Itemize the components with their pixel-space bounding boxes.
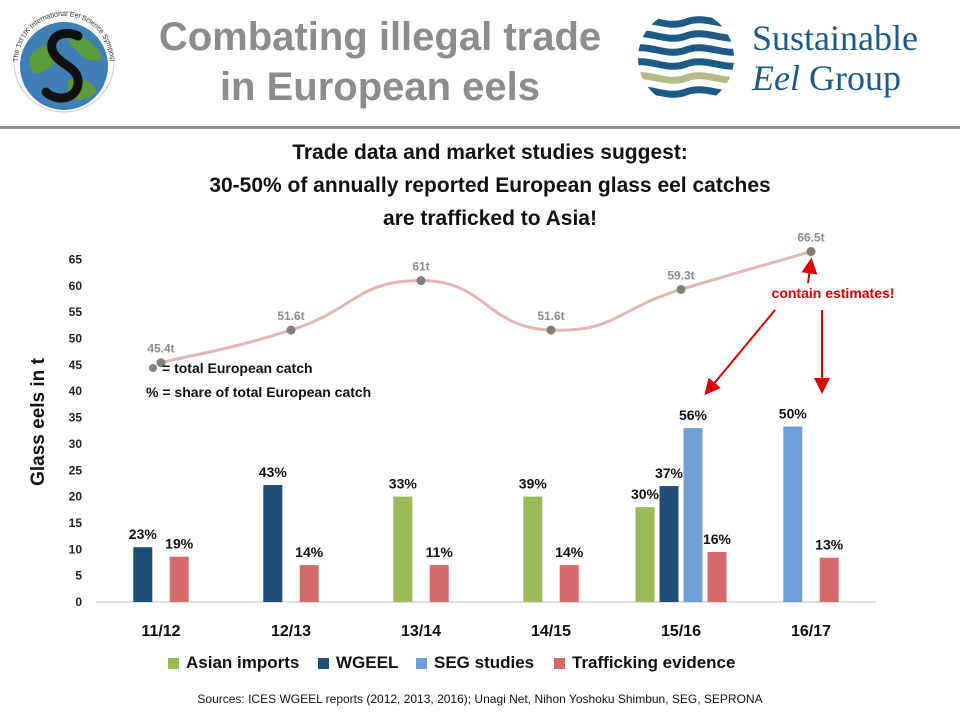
legend-swatch: [416, 658, 427, 669]
bar-data-label: 37%: [655, 465, 684, 481]
legend-dot-note: = total European catch: [162, 360, 313, 376]
y-tick-label: 60: [69, 279, 83, 293]
total-catch-point: [676, 284, 686, 294]
legend-label: Trafficking evidence: [572, 653, 735, 672]
bar-trafficking-evidence: [559, 565, 579, 602]
legend-swatch: [554, 658, 565, 669]
bar-trafficking-evidence: [707, 551, 727, 602]
legend-label: WGEEL: [336, 653, 398, 672]
bar-seg-studies: [783, 426, 803, 602]
seg-name-line-2: Eel Group: [752, 58, 918, 98]
headline-line-2: 30-50% of annually reported European gla…: [209, 174, 771, 197]
y-axis-label: Glass eels in t: [28, 357, 49, 485]
x-tick-label: 14/15: [531, 623, 571, 640]
chart-headline: Trade data and market studies suggest: 3…: [130, 136, 850, 235]
bar-data-label: 39%: [519, 476, 548, 492]
annotation-arrow-to-1516: [704, 309, 776, 396]
y-tick-label: 15: [69, 516, 83, 530]
bar-trafficking-evidence: [299, 565, 319, 602]
headline-line-3: are trafficked to Asia!: [383, 207, 597, 230]
y-tick-label: 45: [69, 358, 83, 372]
bar-trafficking-evidence: [429, 565, 449, 602]
seg-brand-name: Sustainable Eel Group: [752, 18, 918, 98]
sources-note: Sources: ICES WGEEL reports (2012, 2013,…: [197, 692, 763, 706]
total-catch-label: 51.6t: [277, 309, 304, 323]
bar-wgeel: [659, 486, 679, 602]
headline-line-1: Trade data and market studies suggest:: [292, 141, 688, 164]
total-catch-point: [286, 325, 296, 335]
bar-data-label: 11%: [426, 544, 454, 560]
total-catch-point: [156, 358, 166, 368]
bar-data-label: 13%: [815, 537, 844, 553]
legend-label: Asian imports: [186, 653, 299, 672]
total-catch-label: 45.4t: [147, 342, 174, 356]
slide-title: Combating illegal trade in European eels: [120, 12, 640, 112]
y-tick-label: 50: [69, 332, 83, 346]
bar-data-label: 16%: [703, 531, 732, 547]
total-catch-label: 61t: [412, 260, 429, 274]
bar-data-label: 43%: [259, 464, 288, 480]
y-tick-label: 10: [69, 542, 83, 556]
y-tick-label: 0: [75, 595, 82, 609]
bar-data-label: 19%: [165, 536, 194, 552]
x-tick-label: 11/12: [141, 623, 180, 640]
bar-asian-imports: [635, 507, 655, 602]
header-divider: [0, 126, 960, 129]
total-catch-label: 66.5t: [797, 231, 824, 245]
x-tick-label: 15/16: [661, 623, 701, 640]
bar-data-label: 56%: [679, 407, 708, 423]
bar-trafficking-evidence: [169, 556, 189, 602]
annotation-text: contain estimates!: [772, 285, 895, 301]
y-tick-label: 20: [69, 490, 83, 504]
seg-name-group: Group: [799, 58, 901, 98]
y-tick-label: 25: [69, 463, 83, 477]
y-tick-label: 35: [69, 411, 83, 425]
legend-pct-note: % = share of total European catch: [146, 384, 371, 400]
bar-wgeel: [263, 485, 283, 602]
total-catch-point: [416, 276, 426, 286]
y-tick-label: 30: [69, 437, 83, 451]
bar-seg-studies: [683, 428, 703, 602]
bar-data-label: 23%: [129, 526, 158, 542]
total-catch-label: 59.3t: [667, 268, 694, 282]
legend-label: SEG studies: [434, 653, 534, 672]
y-tick-label: 5: [75, 569, 82, 583]
bar-data-label: 14%: [295, 544, 324, 560]
x-tick-label: 12/13: [271, 623, 311, 640]
x-tick-label: 16/17: [791, 623, 831, 640]
total-catch-point: [546, 325, 556, 335]
bar-data-label: 30%: [631, 486, 660, 502]
total-catch-point: [806, 247, 816, 257]
seg-name-line-1: Sustainable: [752, 18, 918, 58]
x-tick-label: 13/14: [401, 623, 441, 640]
y-tick-label: 65: [69, 252, 83, 266]
symposium-logo: The 1st UK International Eel Science Sym…: [8, 6, 115, 113]
y-tick-label: 40: [69, 384, 83, 398]
bar-trafficking-evidence: [819, 557, 839, 602]
bar-asian-imports: [393, 496, 413, 602]
bar-data-label: 14%: [555, 544, 584, 560]
legend-dot-icon: [149, 364, 157, 372]
bar-data-label: 50%: [779, 406, 808, 422]
bar-data-label: 33%: [389, 476, 418, 492]
bar-asian-imports: [523, 496, 543, 602]
slide-title-line-1: Combating illegal trade: [158, 15, 602, 59]
bar-wgeel: [133, 547, 153, 602]
slide-title-line-2: in European eels: [219, 65, 541, 109]
legend-swatch: [168, 658, 179, 669]
total-catch-label: 51.6t: [537, 309, 564, 323]
eel-trade-chart: 0 5 10 15 20 25 30 35 40 45 50 55 60 65 Glass eels in …: [28, 231, 895, 672]
seg-name-eel: Eel: [752, 58, 800, 98]
seg-wave-logo: [638, 16, 734, 98]
y-tick-label: 55: [69, 305, 83, 319]
annotation-arrow-to-total: [801, 257, 818, 284]
legend-swatch: [318, 658, 329, 669]
total-catch-line: [160, 250, 812, 365]
